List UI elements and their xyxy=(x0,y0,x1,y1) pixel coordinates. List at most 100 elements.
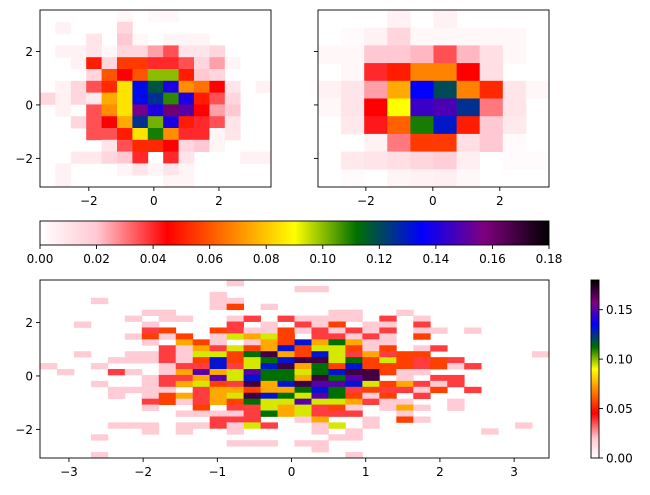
heatmap-cell xyxy=(413,351,431,358)
heatmap-cell xyxy=(277,374,295,382)
heatmap-cell xyxy=(192,392,211,400)
heatmap-cell xyxy=(117,57,133,70)
heatmap-cell xyxy=(362,333,380,340)
heatmap-cell xyxy=(224,128,241,141)
heatmap-cell xyxy=(226,280,244,287)
heatmap-cell xyxy=(456,98,481,117)
heatmap-cell xyxy=(101,151,118,164)
heatmap-top-right: −2 0 2 xyxy=(314,9,550,208)
x-tick-label: 2 xyxy=(436,465,444,479)
heatmap-cell xyxy=(479,80,504,99)
heatmap-cell xyxy=(479,63,504,82)
heatmap-cell xyxy=(209,392,228,400)
heatmap-cell xyxy=(158,398,177,405)
heatmap-cell xyxy=(117,21,133,34)
heatmap-cell xyxy=(163,92,179,105)
heatmap-cell xyxy=(456,63,481,82)
heatmap-cell xyxy=(502,133,527,152)
heatmap-cell xyxy=(260,333,278,340)
heatmap-cell xyxy=(192,345,211,352)
heatmap-cell xyxy=(413,392,431,400)
heatmap-cell xyxy=(226,374,244,382)
heatmap-cell xyxy=(447,357,465,364)
heatmap-cell xyxy=(413,333,431,340)
heatmap-cell xyxy=(209,345,228,352)
heatmap-cell xyxy=(101,80,118,93)
heatmap-cell xyxy=(178,33,195,46)
heatmap-cell xyxy=(341,80,365,99)
heatmap-cell xyxy=(379,404,397,411)
heatmap-cell xyxy=(464,327,482,334)
heatmap-cell xyxy=(243,357,261,364)
heatmap-cell xyxy=(226,321,244,328)
heatmap-cell xyxy=(345,327,363,334)
heatmap-cell xyxy=(430,327,448,334)
heatmap-cell xyxy=(413,416,431,423)
heatmap-cell xyxy=(430,357,448,364)
heatmap-cell xyxy=(194,116,210,129)
heatmap-cell xyxy=(341,98,365,117)
heatmap-cell xyxy=(362,345,380,352)
heatmap-cell xyxy=(379,386,397,394)
heatmap-cell xyxy=(311,339,329,346)
heatmap-cell xyxy=(141,357,160,364)
heatmap-cell xyxy=(226,327,244,334)
heatmap-cell xyxy=(209,369,228,376)
heatmap-cell xyxy=(175,333,194,340)
heatmap-cell xyxy=(117,128,133,141)
heatmap-cell xyxy=(124,422,143,429)
heatmap-cell xyxy=(178,116,195,129)
heatmap-cell xyxy=(141,351,160,358)
heatmap-cell xyxy=(117,69,133,82)
heatmap-cell xyxy=(90,297,109,305)
heatmap-cell xyxy=(481,428,499,435)
heatmap-cell xyxy=(413,327,431,334)
heatmap-cell xyxy=(362,416,380,423)
heatmap-cell xyxy=(175,392,194,400)
heatmap-cell xyxy=(209,410,228,417)
axes-frame xyxy=(39,279,550,459)
heatmap-cell xyxy=(240,151,256,164)
heatmap-cell xyxy=(341,151,365,170)
heatmap-cell xyxy=(117,116,133,129)
heatmap-cell xyxy=(379,315,397,322)
heatmap-cell xyxy=(226,404,244,411)
heatmap-cell xyxy=(345,410,363,417)
x-tick-label: −3 xyxy=(60,465,78,479)
heatmap-cell xyxy=(243,440,261,447)
heatmap-cell xyxy=(224,92,241,105)
heatmap-cell xyxy=(387,169,411,188)
heatmap-cell xyxy=(456,45,481,64)
heatmap-cell xyxy=(163,128,179,141)
heatmap-cell xyxy=(163,45,179,58)
y-tick-label: 0 xyxy=(25,98,33,112)
heatmap-cell xyxy=(101,57,118,70)
heatmap-cell xyxy=(413,386,431,394)
heatmap-cell xyxy=(117,139,133,152)
heatmap-cell xyxy=(277,327,295,334)
heatmap-cell xyxy=(107,369,126,376)
heatmap-cell xyxy=(209,422,228,429)
heatmap-cell xyxy=(209,291,228,299)
heatmap-cell xyxy=(525,80,550,99)
y-tick-label: −2 xyxy=(15,423,33,437)
heatmap-cell xyxy=(311,345,329,352)
heatmap-cell xyxy=(132,151,149,164)
heatmap-cell xyxy=(413,380,431,388)
heatmap-cell xyxy=(294,440,312,447)
colorbar-h-tick-label: 0.00 xyxy=(27,252,54,266)
heatmap-cell xyxy=(345,404,363,411)
axes-frame xyxy=(317,9,550,188)
heatmap-cell xyxy=(433,10,457,29)
heatmap-cell xyxy=(311,363,329,370)
heatmap-cell xyxy=(209,297,228,305)
heatmap-cell xyxy=(328,351,346,358)
heatmap-cell xyxy=(158,315,177,322)
heatmap-cell xyxy=(345,380,363,388)
heatmap-cell xyxy=(90,363,109,370)
heatmap-cell xyxy=(224,116,241,129)
heatmap-cell xyxy=(387,133,411,152)
heatmap-cell xyxy=(132,139,149,152)
heatmap-cell xyxy=(328,410,346,417)
heatmap-cell xyxy=(175,315,194,322)
